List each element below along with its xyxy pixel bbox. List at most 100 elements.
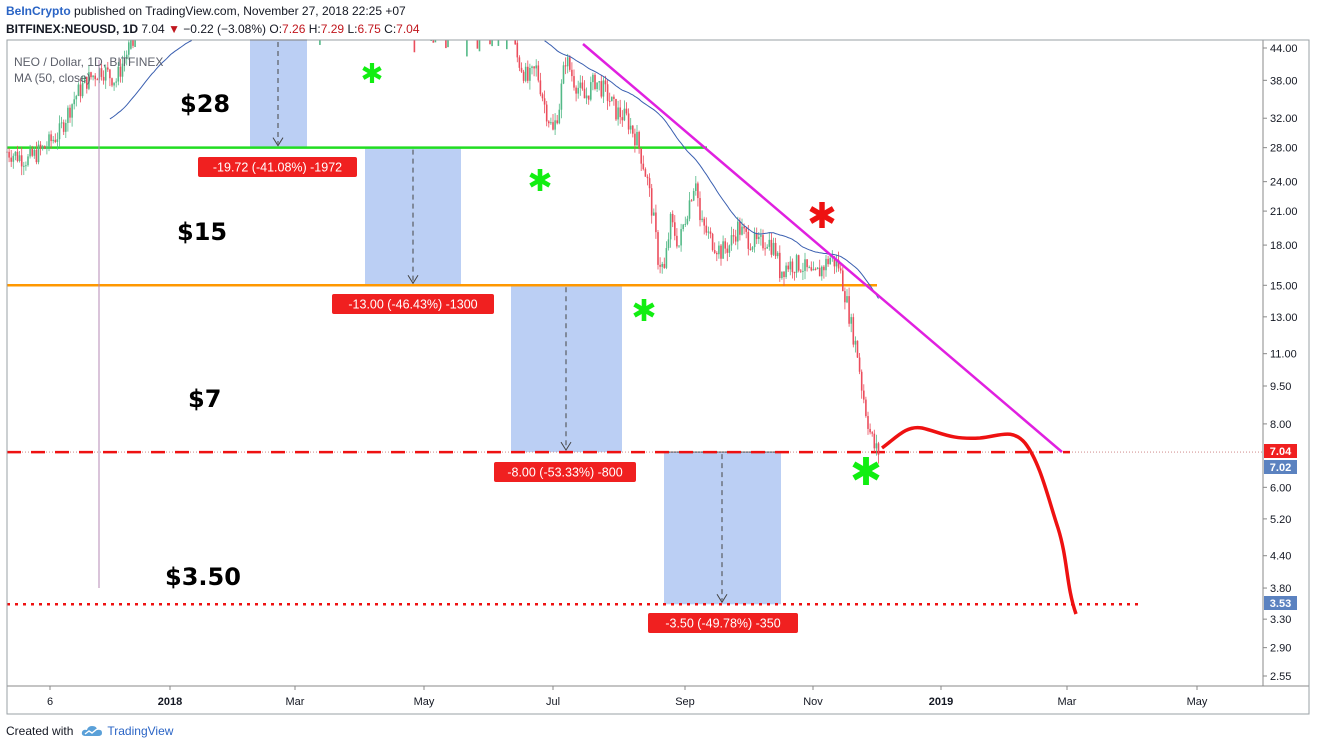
candle-body: [627, 113, 630, 130]
price-tick-label: 2.55: [1270, 671, 1291, 683]
candle-body: [709, 231, 712, 234]
high-value: 7.29: [320, 22, 345, 36]
candle-body: [594, 74, 596, 90]
measure-label-text: -13.00 (-46.43%) -1300: [348, 298, 477, 312]
candle-body: [125, 54, 128, 60]
candle-body: [476, 40, 479, 49]
candle-body: [789, 261, 792, 270]
red-star-marker: [809, 202, 835, 228]
candle-body: [478, 40, 481, 52]
candle-body: [657, 232, 659, 265]
time-tick-label: May: [414, 696, 435, 708]
candle-body: [814, 268, 817, 270]
candle-body: [527, 66, 529, 81]
candle-body: [550, 122, 552, 124]
candle-body: [674, 222, 676, 236]
candle-body: [608, 100, 611, 102]
price-badge: [1264, 444, 1297, 458]
tradingview-link[interactable]: TradingView: [81, 724, 173, 738]
open-label: O:: [269, 22, 283, 36]
candle-body: [648, 178, 651, 189]
candle-body: [837, 259, 840, 269]
candle-body: [671, 213, 674, 223]
star-stroke: [852, 461, 880, 481]
candle-body: [566, 57, 569, 67]
candle-body: [16, 151, 19, 162]
green-star-marker: [529, 169, 551, 191]
candle-body: [726, 248, 729, 253]
candle-body: [592, 74, 594, 83]
candle-body: [642, 163, 645, 170]
candle-body: [623, 108, 626, 121]
candle-body: [604, 80, 607, 85]
measure-arrowhead: [560, 441, 572, 452]
candle-body: [877, 443, 880, 455]
candle-body: [806, 259, 808, 268]
candle-body: [571, 69, 573, 77]
time-tick-label: Sep: [675, 696, 695, 708]
candle-body: [520, 67, 523, 72]
candle-body: [625, 108, 628, 114]
price-tick-label: 44.00: [1270, 43, 1298, 55]
projection-curve: [880, 425, 1078, 615]
price-badge-text: 7.02: [1270, 462, 1291, 474]
candle-body: [88, 72, 90, 89]
candle-body: [554, 120, 556, 130]
time-tick-label: Mar: [1058, 696, 1077, 708]
candle-body: [611, 96, 613, 102]
candle-body: [115, 81, 117, 83]
candle-body: [653, 212, 655, 216]
candle-body: [713, 250, 716, 253]
candle-body: [839, 268, 842, 271]
candle-body: [100, 68, 103, 77]
candle-body: [27, 156, 29, 166]
candle-body: [795, 255, 798, 273]
candle-body: [533, 66, 535, 69]
candle-body: [724, 241, 726, 249]
candle-body: [491, 40, 493, 47]
downtrend-line: [582, 43, 1063, 453]
candle-body: [791, 261, 794, 273]
candle-body: [617, 107, 619, 120]
time-tick-label: 6: [47, 696, 53, 708]
candle-body: [514, 40, 516, 45]
candle-body: [751, 247, 754, 250]
candle-body: [682, 224, 684, 230]
candle-body: [413, 40, 416, 53]
published-text: published on TradingView.com, November 2…: [74, 4, 406, 18]
candle-body: [560, 83, 563, 110]
brand-name[interactable]: BeInCrypto: [6, 4, 71, 18]
candle-body: [489, 40, 491, 44]
candle-body: [770, 239, 773, 255]
candle-body: [875, 443, 878, 449]
candle-body: [130, 40, 132, 49]
price-tick-label: 2.90: [1270, 643, 1291, 655]
candle-body: [676, 235, 678, 247]
price-tick-label: 24.00: [1270, 177, 1298, 189]
candle-body: [44, 146, 46, 149]
candle-body: [111, 78, 113, 86]
candle-body: [73, 99, 75, 105]
price-tick-label: 8.00: [1270, 419, 1291, 431]
candle-body: [447, 40, 449, 48]
candle-body: [711, 233, 714, 251]
candle-body: [25, 165, 27, 167]
candle-body: [808, 267, 810, 269]
level-label: $7: [188, 385, 221, 413]
price-change: −0.22 (−3.08%): [183, 22, 267, 36]
candle-body: [564, 65, 567, 67]
time-tick-label: 2018: [158, 696, 182, 708]
price-tick-label: 38.00: [1270, 75, 1298, 87]
candle-body: [606, 84, 609, 101]
candle-body: [102, 76, 105, 81]
candle-body: [844, 291, 846, 303]
candle-body: [590, 82, 592, 100]
candle-body: [739, 221, 741, 235]
candle-body: [123, 59, 126, 64]
candle-body: [109, 69, 111, 79]
price-tick-label: 11.00: [1270, 349, 1297, 361]
level-label: $15: [177, 218, 227, 246]
candle-body: [577, 87, 579, 94]
level-label: $28: [180, 90, 230, 118]
